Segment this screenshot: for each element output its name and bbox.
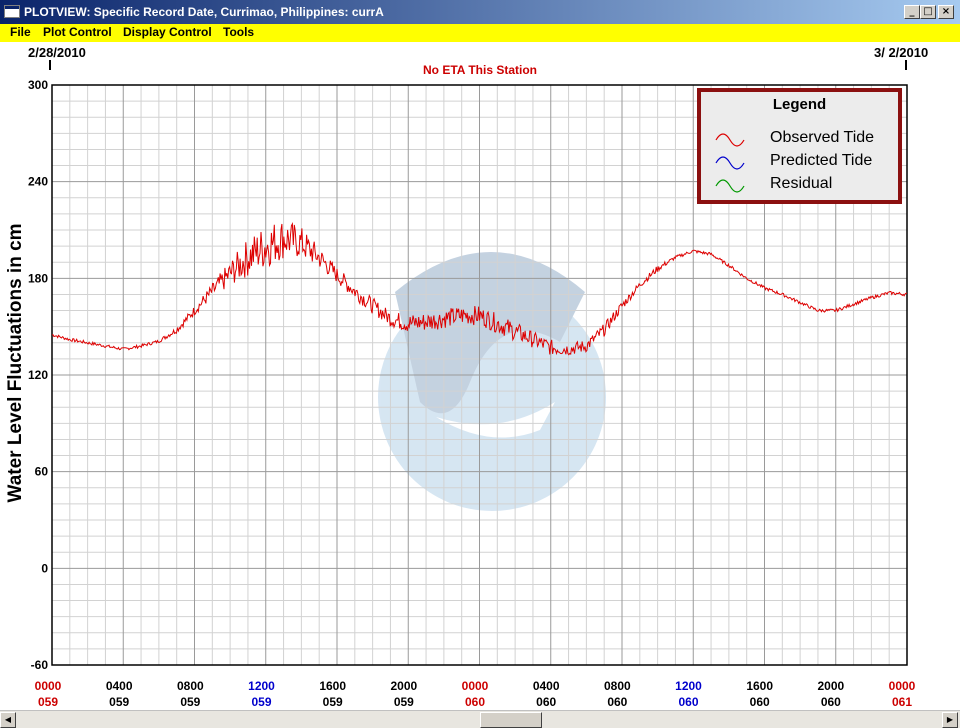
y-tick-label: 180 <box>28 271 48 285</box>
x-tick-time: 0000 <box>889 679 916 693</box>
x-tick-day: 060 <box>821 695 841 709</box>
close-button[interactable]: × <box>938 5 954 19</box>
scroll-thumb[interactable] <box>480 712 542 728</box>
x-tick-day: 060 <box>607 695 627 709</box>
x-tick-day: 060 <box>678 695 698 709</box>
minimize-button[interactable]: _ <box>904 5 920 19</box>
series-layer <box>52 222 908 356</box>
menu-tools[interactable]: Tools <box>223 25 255 39</box>
residual-wave-icon <box>715 179 745 193</box>
y-tick-label: 0 <box>41 561 48 575</box>
title-bar: PLOTVIEW: Specific Record Date, Currimao… <box>0 0 960 24</box>
series-line-observed-tide <box>52 222 908 356</box>
x-tick-day: 060 <box>750 695 770 709</box>
app-icon <box>4 5 20 18</box>
x-tick-day: 060 <box>465 695 485 709</box>
y-tick-label: -60 <box>31 658 49 672</box>
scroll-left-arrow-icon[interactable]: ◀ <box>0 712 16 728</box>
x-tick-time: 1600 <box>319 679 346 693</box>
legend: Legend Observed Tide Predicted Tide Resi… <box>697 88 902 204</box>
legend-label-observed: Observed Tide <box>770 129 875 146</box>
x-axis-ticks: 0000 059 0400 059 0800 059 1200 059 1600 059 2000 0… <box>35 679 916 709</box>
x-tick-time: 1200 <box>675 679 702 693</box>
x-tick-day: 059 <box>323 695 343 709</box>
legend-label-residual: Residual <box>770 175 833 192</box>
scroll-right-arrow-icon[interactable]: ▶ <box>942 712 958 728</box>
legend-entry-predicted: Predicted Tide <box>715 151 895 173</box>
legend-entry-residual: Residual <box>715 174 895 196</box>
x-tick-time: 0400 <box>533 679 560 693</box>
maximize-button[interactable]: □ <box>920 5 936 19</box>
x-tick-day: 059 <box>109 695 129 709</box>
date-marker-left: 2/28/2010 <box>28 45 86 60</box>
legend-label-predicted: Predicted Tide <box>770 152 873 169</box>
y-axis-label: Water Level Fluctuations in cm <box>5 223 26 502</box>
x-tick-time: 0000 <box>462 679 489 693</box>
legend-entry-observed: Observed Tide <box>715 128 895 150</box>
x-tick-time: 2000 <box>817 679 844 693</box>
x-tick-day: 059 <box>38 695 58 709</box>
legend-title: Legend <box>772 96 827 113</box>
x-tick-day: 059 <box>394 695 414 709</box>
x-tick-time: 0800 <box>177 679 204 693</box>
x-tick-day: 061 <box>892 695 912 709</box>
x-tick-time: 1600 <box>746 679 773 693</box>
x-tick-day: 059 <box>251 695 271 709</box>
menu-bar: File Plot Control Display Control Tools <box>0 24 960 42</box>
chart-title: No ETA This Station <box>423 63 537 77</box>
y-tick-label: 60 <box>35 465 49 479</box>
x-tick-time: 0000 <box>35 679 62 693</box>
x-tick-time: 1200 <box>248 679 275 693</box>
menu-file[interactable]: File <box>10 25 31 39</box>
y-tick-label: 120 <box>28 368 48 382</box>
noaa-watermark <box>378 252 606 511</box>
y-tick-label: 240 <box>28 175 48 189</box>
y-axis-ticks: -60 0 60 120 180 240 300 <box>28 78 48 672</box>
horizontal-scrollbar[interactable]: ◀ ▶ <box>0 710 960 728</box>
x-tick-time: 0800 <box>604 679 631 693</box>
y-tick-label: 300 <box>28 78 48 92</box>
date-marker-right: 3/ 2/2010 <box>874 45 928 60</box>
predicted-wave-icon <box>715 156 745 170</box>
x-tick-day: 059 <box>180 695 200 709</box>
menu-display-control[interactable]: Display Control <box>123 25 212 39</box>
x-tick-day: 060 <box>536 695 556 709</box>
x-tick-time: 0400 <box>106 679 133 693</box>
plot-frame <box>51 84 908 666</box>
menu-plot-control[interactable]: Plot Control <box>43 25 112 39</box>
observed-wave-icon <box>715 133 745 147</box>
chart-area: No ETA This Station 2/28/2010 3/ 2/2010 … <box>0 42 960 710</box>
window-title: PLOTVIEW: Specific Record Date, Currimao… <box>24 5 384 19</box>
x-tick-time: 2000 <box>390 679 417 693</box>
